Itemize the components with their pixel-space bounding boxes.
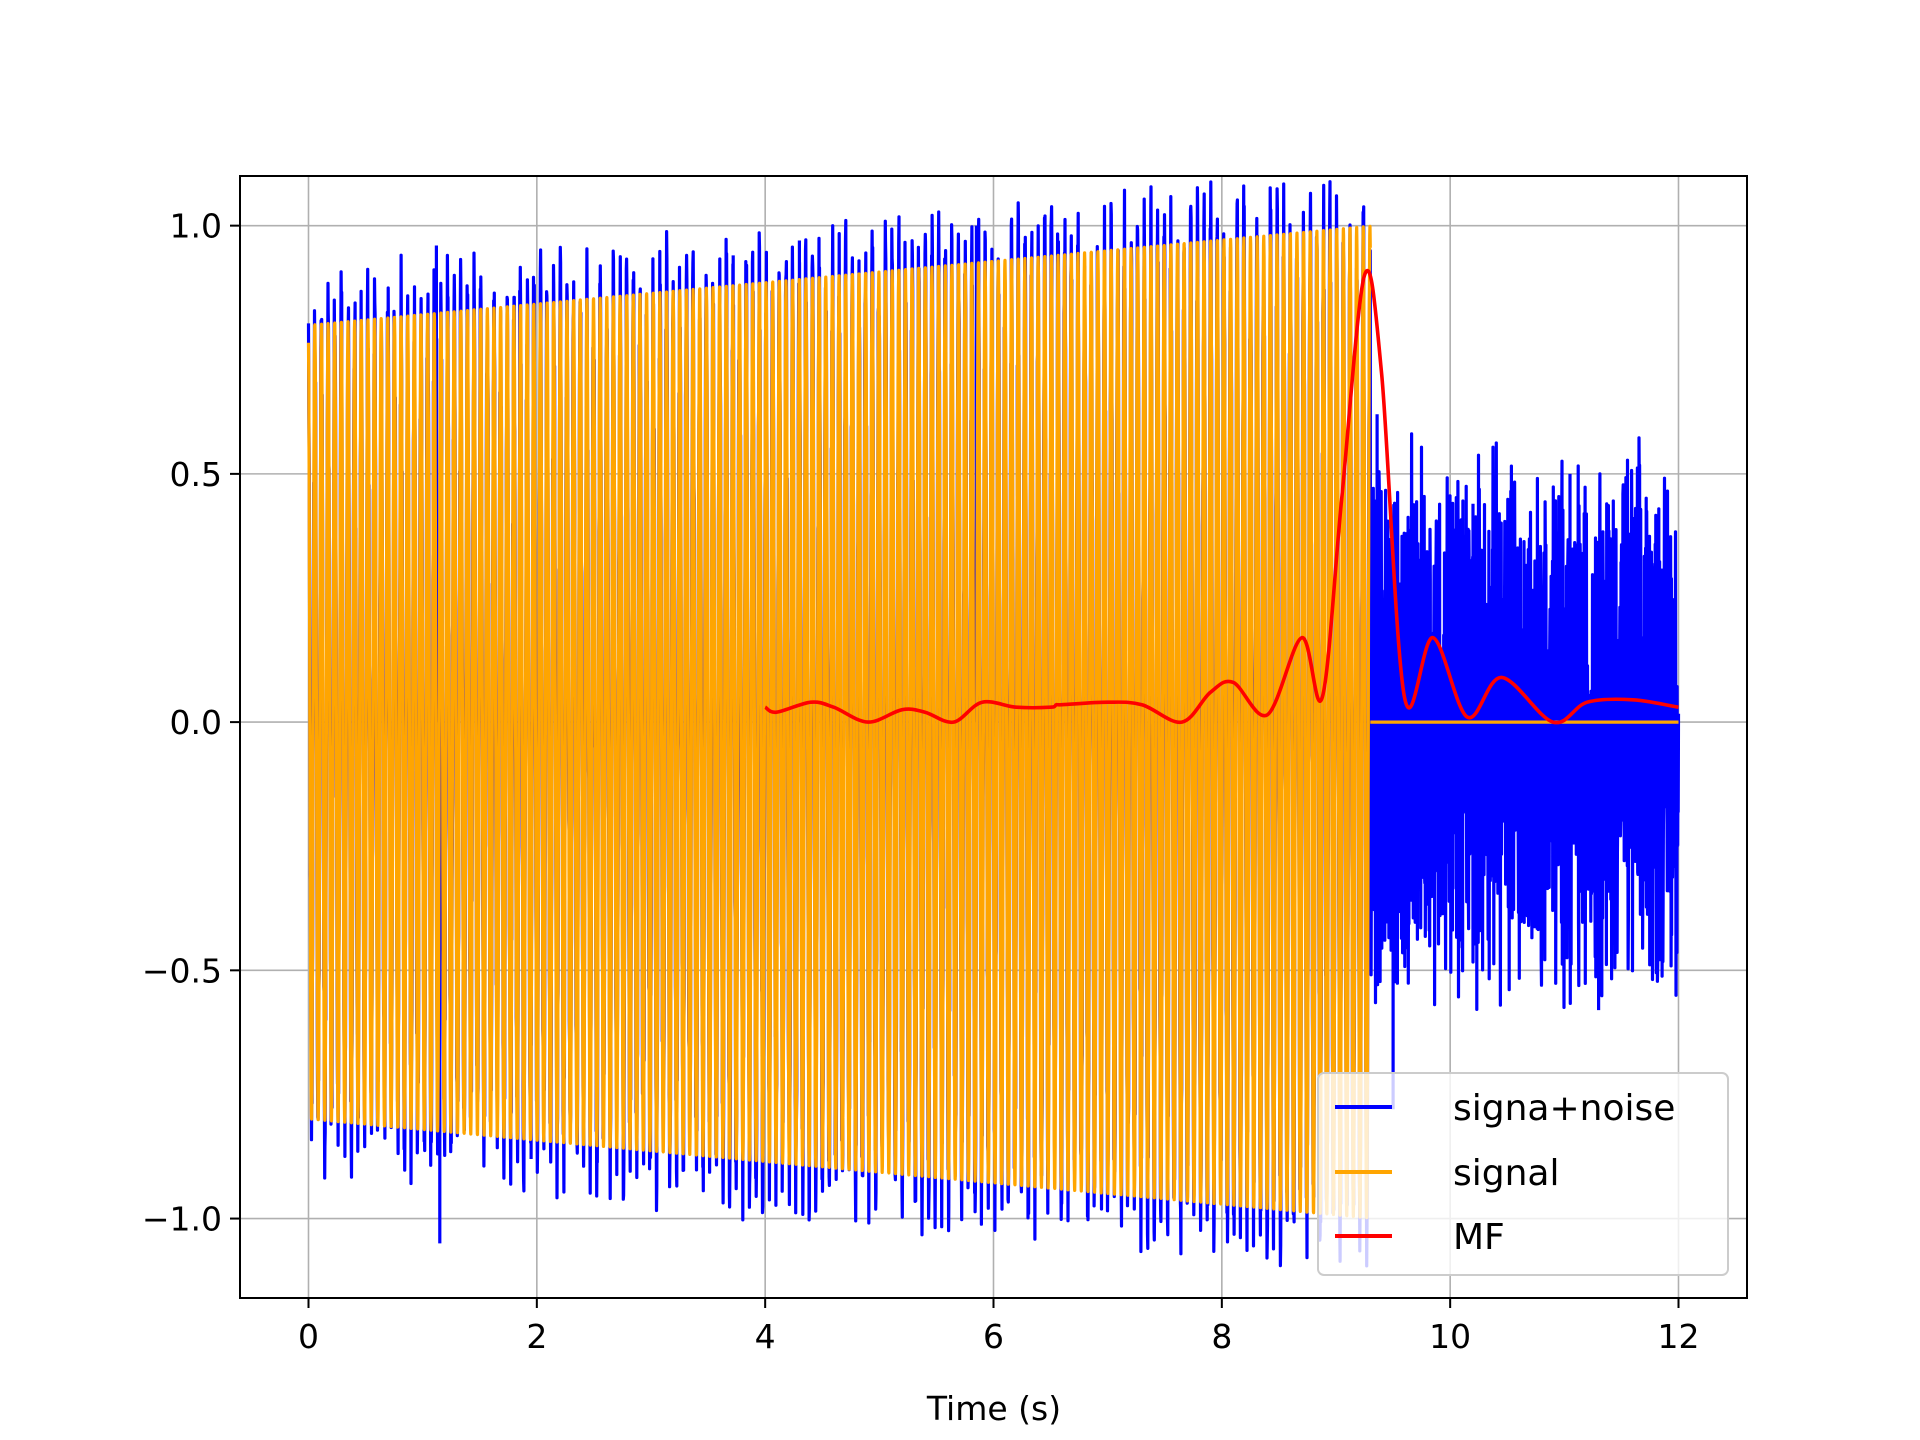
- x-tick-label: 0: [298, 1317, 319, 1356]
- x-tick-label: 6: [983, 1317, 1004, 1356]
- y-tick-label: 1.0: [170, 207, 222, 246]
- y-tick-label: 0.0: [170, 703, 222, 742]
- x-tick-label: 4: [755, 1317, 776, 1356]
- y-tick-label: 0.5: [170, 455, 222, 494]
- series-signal: [306, 224, 1679, 1220]
- legend-label-signal: signal: [1453, 1153, 1560, 1194]
- y-axis: −1.0 −0.5 0.0 0.5 1.0: [142, 207, 240, 1239]
- x-tick-label: 2: [526, 1317, 547, 1356]
- legend-label-signa-noise: signa+noise: [1453, 1088, 1675, 1129]
- legend-label-mf: MF: [1453, 1217, 1505, 1258]
- legend-box: [1317, 1072, 1729, 1276]
- x-tick-label: 10: [1429, 1317, 1471, 1356]
- legend: signa+noise signal MF: [1317, 1072, 1729, 1276]
- x-tick-label: 8: [1211, 1317, 1232, 1356]
- x-axis-label: Time (s): [926, 1389, 1061, 1428]
- y-tick-label: −0.5: [142, 951, 222, 990]
- x-tick-label: 12: [1658, 1317, 1700, 1356]
- series-line-signal: [306, 224, 1679, 1220]
- series-mf: [764, 268, 1679, 725]
- plot-area: [306, 180, 1681, 1268]
- y-tick-label: −1.0: [142, 1200, 222, 1239]
- series-line-mf: [764, 268, 1679, 725]
- x-axis: 0 2 4 6 8 10 12: [298, 1298, 1700, 1356]
